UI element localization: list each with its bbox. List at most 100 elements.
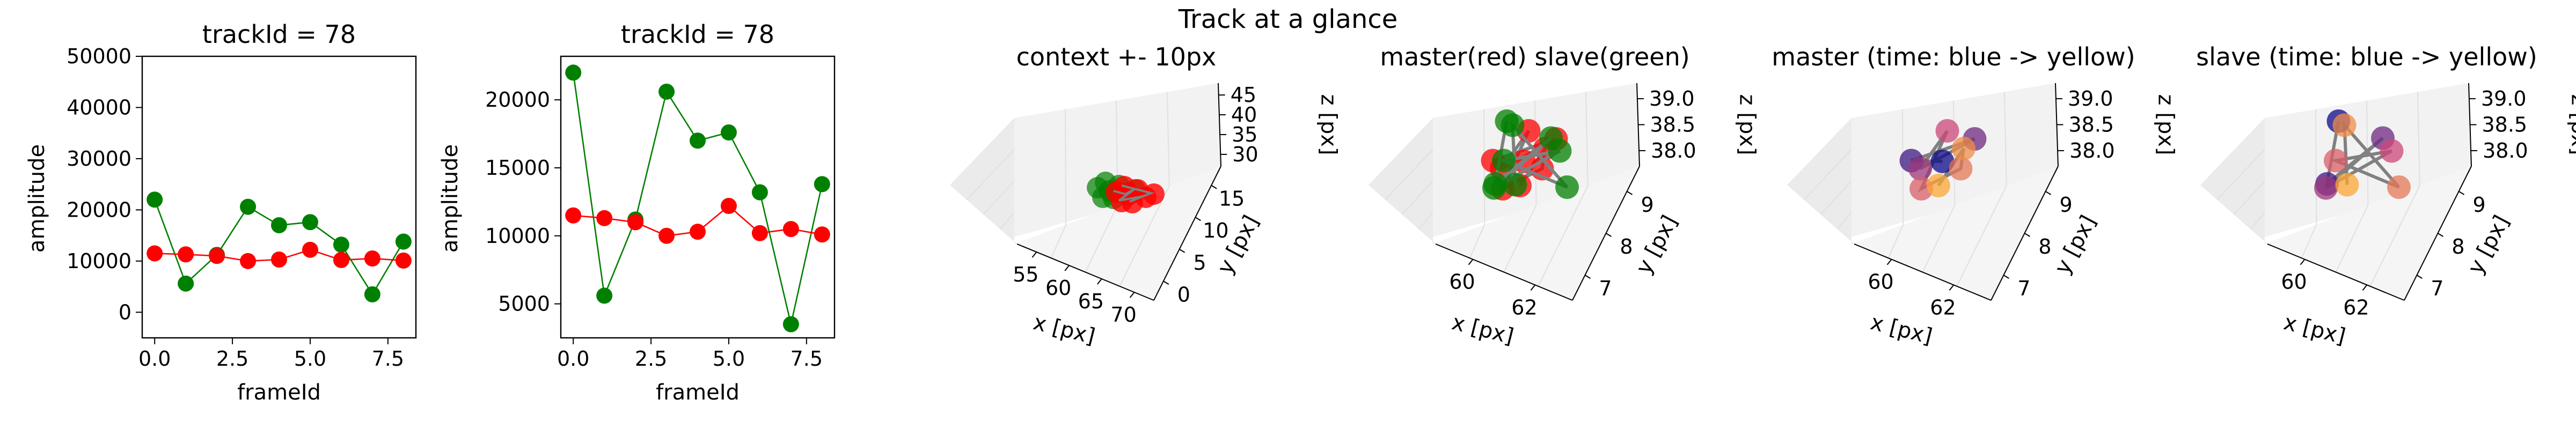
x-axis-line [1016,243,1154,301]
x-tick-label: 7.5 [791,347,823,371]
grid-line [1085,205,1118,272]
pane-floor [1851,166,2058,300]
y-tick-label: 7 [2431,277,2443,300]
z-tick-label: 30 [1232,143,1258,166]
x-tick-label: 65 [1078,290,1104,313]
z-tick-label: 38.5 [2482,113,2528,137]
grid-line [1538,185,1589,287]
z-tick-label: 39.0 [2068,87,2113,110]
z-axis-label: z [px] [2567,94,2576,156]
x-tick-label: 62 [1511,295,1537,319]
y-tick-mark [1179,248,1185,253]
grid-line [1503,205,1537,272]
x-tick-label: 5.0 [294,347,326,371]
time-point [1908,157,1932,181]
y-tick-label: 20000 [67,198,131,221]
y-tick-mark [1584,275,1591,279]
data-point [271,217,287,233]
x-axis-line [1854,243,1992,301]
data-point [751,225,768,241]
y-tick-label: 8 [2451,235,2464,258]
pane-floor [1433,166,1640,300]
slave-point [1482,176,1506,200]
y-tick-label: 5000 [498,292,550,316]
grid-line [1065,109,1067,225]
slave-point [1555,175,1579,199]
x-tick-mark [1949,284,1955,291]
grid-line [1385,149,1433,201]
y-tick-label: 7 [2017,277,2030,300]
x-tick-mark [1031,252,1037,258]
grid-line [2250,212,2265,230]
data-point [333,236,349,253]
pane-left [2200,118,2267,244]
grid-line [1956,185,2007,287]
panel-master-slave-3d: master(red) slave(green) 60 62x [px] 789y … [1368,42,1760,349]
time-point [2387,175,2411,199]
y-tick-label: 5 [1194,251,1206,275]
plot-frame [141,55,417,339]
x-tick-label: 5.0 [713,347,745,371]
figure-suptitle: Track at a glance [1178,4,1398,34]
y-tick-label: 9 [2472,193,2485,217]
x-tick-mark [1064,265,1070,271]
grid-line [1167,92,1170,186]
z-tick-label: 45 [1231,83,1256,107]
grid-line [1401,180,1433,215]
x-tick-label: 2.5 [635,347,667,371]
data-point [720,197,737,214]
x-tick-label: 60 [2281,270,2307,294]
panel-2-xlabel: frameId [656,380,740,405]
grid-line [1922,205,1956,272]
z-axis-line [1218,83,1221,167]
grid-line [1469,224,1485,258]
slave-point [1492,149,1516,173]
z-tick-label: 38.5 [2069,113,2114,137]
slave-point [1503,173,1527,197]
z-axis-label: z [px] [2154,94,2178,156]
slave-point [1548,139,1572,163]
panel-1-ylabel: amplitude [25,144,49,253]
grid-line [2233,180,2265,215]
time-point [2335,173,2359,197]
z-tick-label: 39.0 [1649,87,1695,110]
grid-line [1119,185,1170,287]
panel-2-ylabel: amplitude [438,144,463,253]
panel-3-title: context +- 10px [1016,42,1217,71]
x-axis-line [1435,243,1573,301]
x-tick-mark [1886,259,1892,265]
grid-line [2004,92,2007,186]
panel-5-title: master (time: blue -> yellow) [1772,42,2135,71]
x-axis-line [2267,243,2405,301]
y-tick-mark [1195,217,1201,221]
data-point [302,241,318,258]
data-point [658,83,675,100]
y-axis-label: y [px] [1631,211,1682,278]
y-tick-mark [1211,184,1217,189]
panel-1-xlabel: frameId [237,380,321,405]
x-axis-label: x [px] [1450,310,1516,349]
z-tick-label: 35 [1232,123,1257,146]
x-tick-mark [1097,278,1102,285]
y-tick-label: 15000 [485,156,550,180]
y-tick-label: 8 [1620,235,1633,258]
data-point [333,252,349,268]
data-point [178,275,194,292]
grid-line [999,212,1015,230]
data-point [596,287,613,304]
pane-floor [2265,166,2471,300]
time-point [1952,137,1975,160]
data-point [395,233,412,250]
y-tick-label: 9 [2059,193,2072,217]
y-tick-label: 20000 [485,88,550,112]
panel-slave-time-3d: slave (time: blue -> yellow) 60 62x [px] 7… [2196,42,2576,349]
y-axis-label: y [px] [2463,211,2514,278]
x-tick-label: 62 [1930,295,1956,319]
pane-floor [1014,166,1221,300]
x-tick-label: 62 [2343,295,2369,319]
grid-line [1836,212,1852,230]
time-point [1930,150,1955,173]
grid-line [1418,212,1433,230]
grid-line [1887,224,1904,258]
